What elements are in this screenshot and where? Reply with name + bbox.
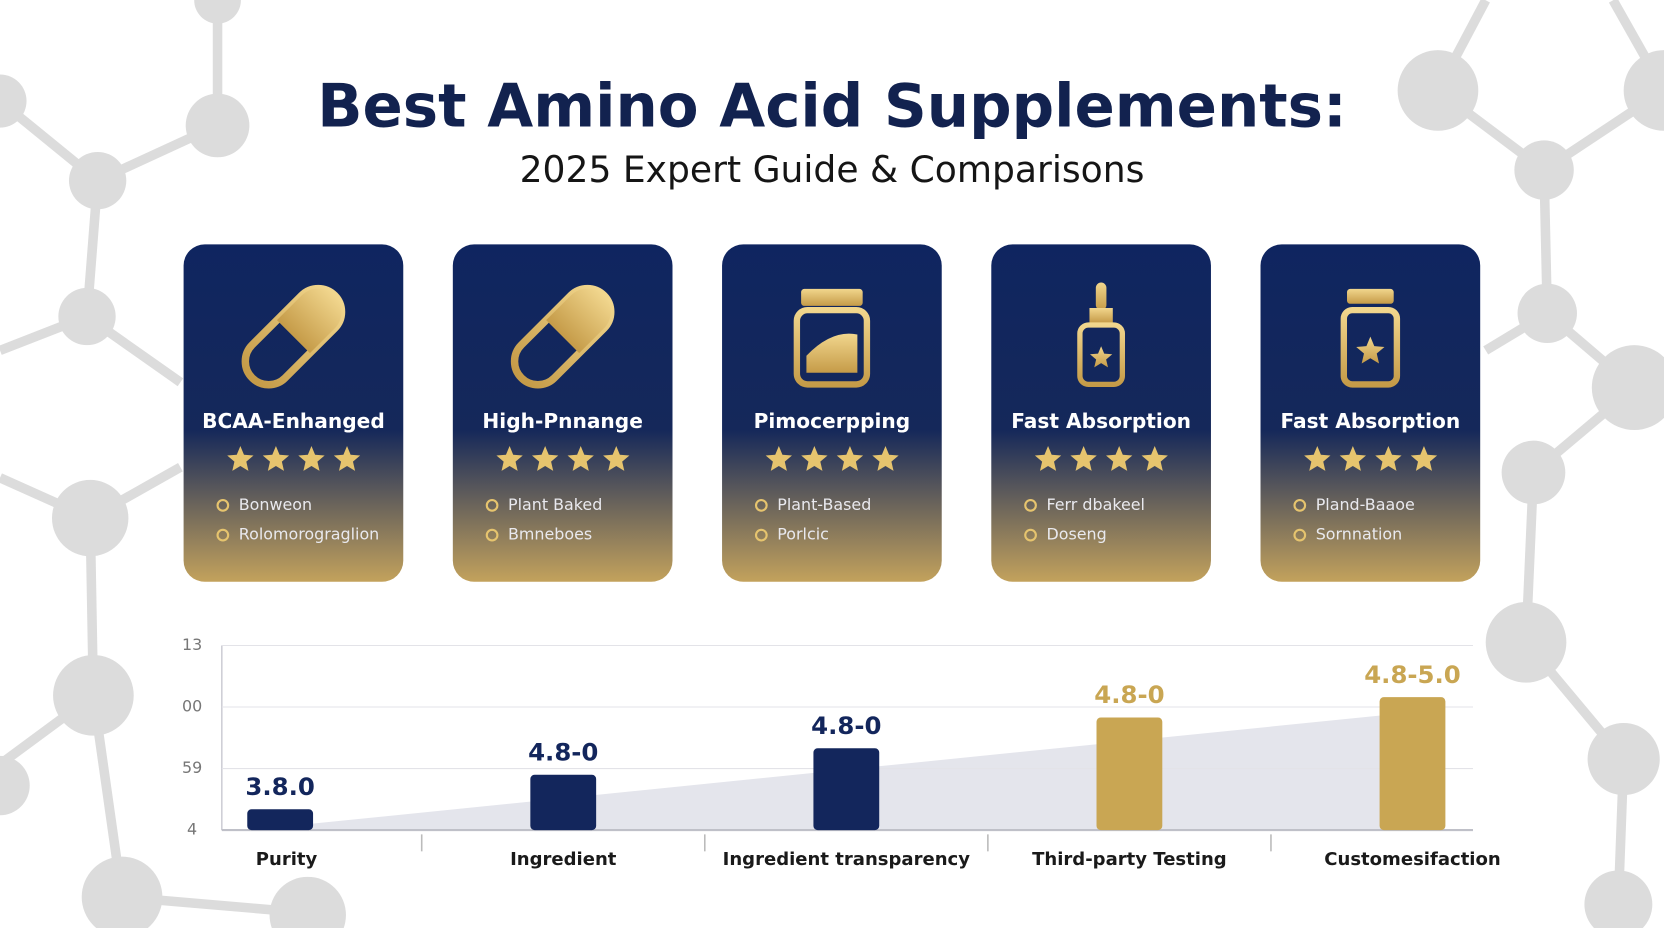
card-title: High-Pnnange bbox=[482, 409, 642, 433]
jar-body bbox=[793, 306, 871, 388]
feature-icon bbox=[754, 528, 768, 542]
star bbox=[1410, 445, 1438, 471]
value-label: 4.8-0 bbox=[1094, 680, 1164, 709]
dropper-top bbox=[1095, 282, 1107, 311]
card: Fast Absorption Ferr dbakeel Doseng bbox=[991, 244, 1211, 582]
y-tick-label: 00 bbox=[182, 697, 202, 716]
card: High-Pnnange Plant Baked Bmneboes bbox=[452, 244, 673, 582]
card-title: Pimocerpping bbox=[754, 409, 911, 433]
value-label: 4.8-0 bbox=[811, 711, 881, 740]
bar bbox=[247, 809, 314, 831]
card-bg bbox=[452, 244, 673, 582]
dropper-star bbox=[1089, 346, 1113, 368]
feature-icon bbox=[1024, 499, 1037, 512]
card-title: BCAA-Enhanged bbox=[202, 409, 385, 433]
card-title: Fast Absorption bbox=[1280, 409, 1460, 433]
star bbox=[1034, 445, 1062, 471]
y-tick-label: 59 bbox=[182, 758, 202, 777]
value-label: 3.8.0 bbox=[245, 772, 314, 801]
feature-icon bbox=[485, 499, 499, 512]
bar bbox=[530, 774, 597, 831]
star bbox=[872, 445, 899, 471]
bottle-lid bbox=[1347, 288, 1394, 304]
x-tick-label: Third-party Testing bbox=[1032, 849, 1227, 870]
star bbox=[836, 445, 864, 471]
card-bg bbox=[722, 244, 942, 582]
card: Fast Absorption Pland-Baaoe Sornnation bbox=[1260, 244, 1481, 582]
capsule-half bbox=[276, 288, 342, 354]
feature-icon bbox=[1293, 528, 1307, 542]
bar bbox=[1096, 717, 1163, 831]
chart: 4 59 00 13 Purity 3.8.0 Ingredient 4.8-0 Ingredi… bbox=[182, 635, 1501, 870]
feature-icon bbox=[1293, 499, 1307, 512]
bottle-body bbox=[1340, 306, 1401, 388]
card-feature: Pland-Baaoe bbox=[1316, 495, 1415, 514]
card-feature: Sornnation bbox=[1316, 525, 1402, 544]
star bbox=[262, 445, 290, 471]
feature-icon bbox=[1024, 528, 1037, 542]
star bbox=[1304, 445, 1331, 471]
x-tick-label: Ingredient transparency bbox=[723, 849, 971, 870]
card-bg bbox=[991, 244, 1211, 582]
star bbox=[1339, 445, 1367, 471]
card-feature: Rolomorograglion bbox=[239, 525, 380, 544]
card-feature: Plant-Based bbox=[777, 495, 871, 514]
star bbox=[298, 445, 325, 471]
star bbox=[1375, 445, 1402, 471]
x-tick-label: Ingredient bbox=[510, 849, 617, 870]
y-tick-label: 4 bbox=[187, 820, 197, 839]
value-label: 4.8-0 bbox=[528, 738, 598, 767]
subtitle: 2025 Expert Guide & Comparisons bbox=[520, 149, 1145, 191]
cards: BCAA-Enhanged Bonweon Rolomorograglion High… bbox=[183, 244, 1481, 582]
jar-lid bbox=[801, 288, 863, 306]
feature-icon bbox=[485, 528, 499, 542]
card-bg bbox=[1260, 244, 1481, 582]
star bbox=[765, 445, 792, 471]
x-tick-label: Purity bbox=[256, 849, 318, 870]
star bbox=[531, 445, 559, 471]
card: BCAA-Enhanged Bonweon Rolomorograglion bbox=[183, 244, 404, 582]
card-feature: Plant Baked bbox=[508, 495, 602, 514]
jar-fill bbox=[806, 333, 858, 373]
card-feature: Bmneboes bbox=[508, 525, 592, 544]
x-tick-label: Customesifaction bbox=[1324, 849, 1500, 870]
feature-icon bbox=[216, 499, 230, 512]
bar bbox=[1379, 697, 1446, 831]
star bbox=[227, 445, 254, 471]
capsule-half bbox=[546, 288, 611, 354]
star bbox=[1141, 445, 1168, 471]
feature-icon bbox=[216, 528, 230, 542]
card-bg bbox=[183, 244, 404, 582]
star bbox=[1070, 445, 1097, 471]
y-tick-label: 13 bbox=[182, 635, 202, 654]
star bbox=[567, 445, 594, 471]
dropper-body bbox=[1077, 322, 1126, 388]
star bbox=[496, 445, 523, 471]
star bbox=[333, 445, 361, 471]
star bbox=[1106, 445, 1133, 471]
card-feature: Ferr dbakeel bbox=[1046, 495, 1145, 514]
card: Pimocerpping Plant-Based Porlcic bbox=[722, 244, 942, 582]
value-label: 4.8-5.0 bbox=[1364, 660, 1461, 689]
bar bbox=[813, 748, 880, 831]
card-title: Fast Absorption bbox=[1011, 409, 1191, 433]
card-feature: Bonweon bbox=[239, 495, 312, 514]
title: Best Amino Acid Supplements: bbox=[317, 73, 1347, 142]
feature-icon bbox=[754, 499, 768, 512]
bottle-star bbox=[1356, 336, 1385, 364]
card-feature: Doseng bbox=[1046, 525, 1106, 544]
star bbox=[801, 445, 828, 471]
dropper-neck bbox=[1089, 308, 1113, 323]
star bbox=[603, 445, 630, 471]
card-feature: Porlcic bbox=[777, 525, 829, 544]
